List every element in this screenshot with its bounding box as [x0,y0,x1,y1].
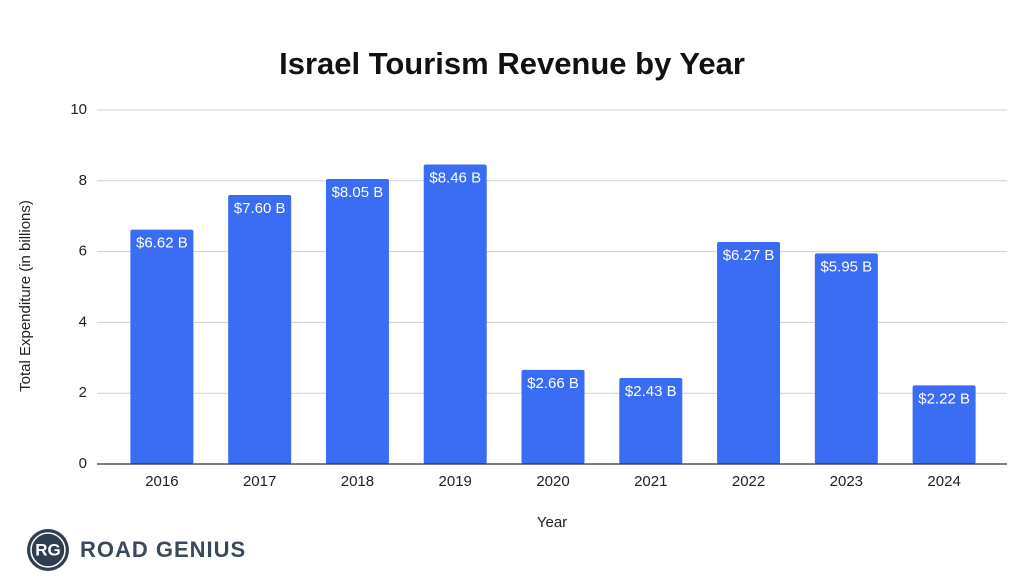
logo: RG ROAD GENIUS [27,529,246,571]
bar [228,194,292,464]
bar [423,164,487,465]
x-tick-label: 2019 [439,473,472,490]
x-tick-label: 2022 [732,473,765,490]
value-label: $7.60 B [234,200,286,217]
bar [521,369,585,464]
bar [619,377,683,464]
brand-name: ROAD GENIUS [80,537,246,562]
y-tick-label: 4 [79,313,87,330]
y-tick-label: 2 [79,384,87,401]
value-label: $8.05 B [332,184,384,201]
y-tick-label: 0 [79,455,87,472]
y-tick-label: 6 [79,243,87,260]
x-tick-label: 2016 [145,473,178,490]
y-tick-label: 8 [79,172,87,189]
logo-ring [30,532,66,568]
y-tick-label: 10 [70,101,87,118]
x-tick-label: 2020 [536,473,569,490]
value-label: $6.27 B [723,247,775,264]
bar [814,253,878,464]
bar [130,229,194,464]
bar [912,385,976,464]
x-tick-label: 2017 [243,473,276,490]
value-label: $6.62 B [136,235,188,252]
x-tick-label: 2024 [927,473,960,490]
x-axis-label: Year [537,514,567,531]
value-label: $2.66 B [527,375,579,392]
y-axis-label: Total Expenditure (in billions) [17,200,34,392]
value-label: $8.46 B [429,169,481,186]
value-label: $2.43 B [625,383,677,400]
bar [717,242,781,464]
logo-initials: RG [35,540,61,559]
logo-badge [27,529,69,571]
bar [325,179,389,464]
value-label: $5.95 B [820,258,872,275]
x-tick-label: 2021 [634,473,667,490]
value-label: $2.22 B [918,390,970,407]
x-tick-label: 2018 [341,473,374,490]
chart-title: Israel Tourism Revenue by Year [279,46,745,81]
x-tick-label: 2023 [830,473,863,490]
